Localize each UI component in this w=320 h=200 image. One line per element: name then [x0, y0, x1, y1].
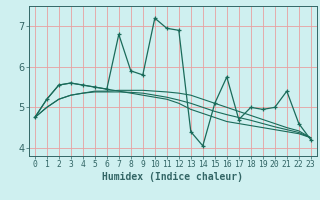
X-axis label: Humidex (Indice chaleur): Humidex (Indice chaleur)	[102, 172, 243, 182]
